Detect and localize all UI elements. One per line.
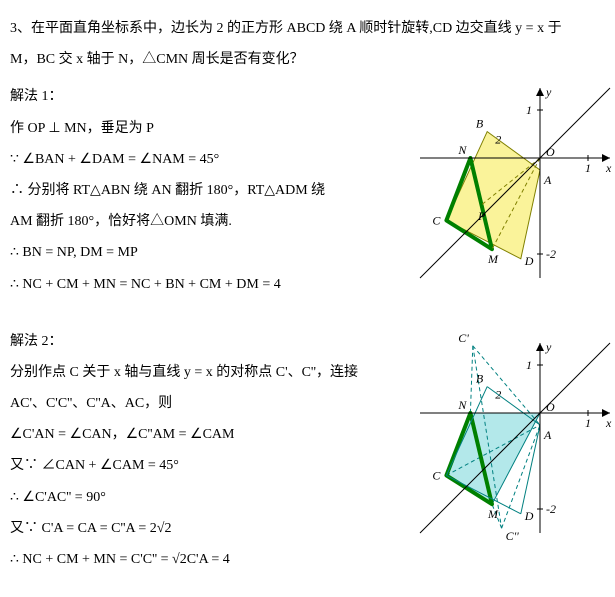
problem-line-2: M，BC 交 x 轴于 N，△CMN 周长是否有变化？ <box>10 47 615 72</box>
svg-text:M: M <box>487 507 499 521</box>
svg-text:C': C' <box>458 330 469 344</box>
sol2-l7: ∴ NC + CM + MN = C'C'' = √2C'A = 4 <box>10 547 365 572</box>
sol1-l3: ∴ 分别将 RT△ABN 绕 AN 翻折 180°，RT△ADM 绕 <box>10 178 365 203</box>
svg-text:x: x <box>605 416 612 430</box>
svg-text:P: P <box>477 209 486 223</box>
svg-text:1: 1 <box>585 161 591 175</box>
svg-text:N: N <box>457 143 467 157</box>
sol2-l4: 又∵ ∠CAN + ∠CAM = 45° <box>10 453 365 478</box>
svg-text:-2: -2 <box>546 502 556 516</box>
svg-text:B: B <box>476 117 484 131</box>
svg-text:1: 1 <box>526 358 532 372</box>
svg-text:O: O <box>546 145 555 159</box>
sol2-l1: 分别作点 C 关于 x 轴与直线 y = x 的对称点 C'、C''，连接 <box>10 360 365 385</box>
svg-text:C: C <box>432 214 441 228</box>
sol1-l1: 作 OP ⊥ MN，垂足为 P <box>10 116 365 141</box>
svg-text:A: A <box>543 173 552 187</box>
sol2-l5: ∴ ∠C'AC'' = 90° <box>10 485 365 510</box>
sol1-l6: ∴ NC + CM + MN = NC + BN + CM + DM = 4 <box>10 272 365 297</box>
svg-text:1: 1 <box>585 416 591 430</box>
svg-text:y: y <box>545 340 552 354</box>
sol1-title: 解法 1： <box>10 84 365 109</box>
svg-text:N: N <box>457 398 467 412</box>
svg-text:D: D <box>524 508 534 522</box>
svg-text:2: 2 <box>495 133 501 147</box>
sol1-l4: AM 翻折 180°，恰好将△OMN 填满. <box>10 209 365 234</box>
sol1-l5: ∴ BN = NP, DM = MP <box>10 240 365 265</box>
figure-2: 1 1 -2 Ox y A B C D M N C' C'' 2 <box>375 323 615 553</box>
svg-text:O: O <box>546 400 555 414</box>
sol2-title: 解法 2： <box>10 329 365 354</box>
svg-text:C: C <box>432 468 441 482</box>
svg-text:A: A <box>543 428 552 442</box>
svg-text:x: x <box>605 161 612 175</box>
sol2-l2: AC'、C'C''、C''A、AC，则 <box>10 391 365 416</box>
svg-text:B: B <box>476 371 484 385</box>
svg-text:D: D <box>524 254 534 268</box>
svg-text:y: y <box>545 85 552 99</box>
svg-text:2: 2 <box>495 387 501 401</box>
svg-text:1: 1 <box>526 103 532 117</box>
figure-1: 1 1 -2 Ox y A B C D M N P 2 <box>375 78 615 288</box>
sol2-l3: ∠C'AN = ∠CAN，∠C''AM = ∠CAM <box>10 422 365 447</box>
sol1-l2: ∵ ∠BAN + ∠DAM = ∠NAM = 45° <box>10 147 365 172</box>
problem-line-1: 3、在平面直角坐标系中，边长为 2 的正方形 ABCD 绕 A 顺时针旋转,CD… <box>10 16 615 41</box>
sol2-l6: 又∵ C'A = CA = C''A = 2√2 <box>10 516 365 541</box>
svg-text:-2: -2 <box>546 247 556 261</box>
svg-text:C'': C'' <box>506 529 520 543</box>
svg-text:M: M <box>487 253 499 267</box>
